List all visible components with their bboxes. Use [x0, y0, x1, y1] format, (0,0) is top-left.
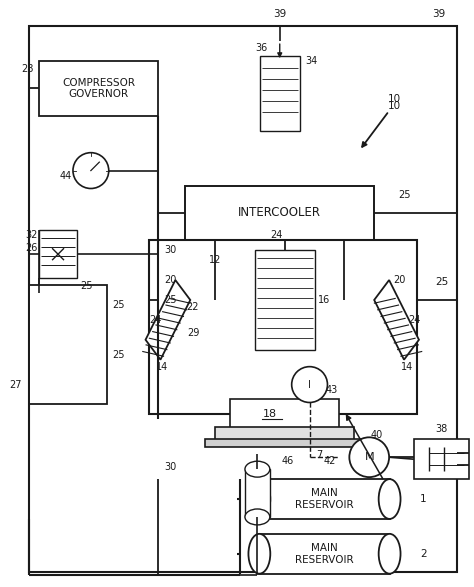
Text: 10: 10 — [388, 101, 401, 111]
Text: 1: 1 — [420, 494, 427, 504]
Text: 24: 24 — [149, 315, 162, 325]
Text: 20: 20 — [164, 275, 177, 285]
Text: MAIN
RESERVOIR: MAIN RESERVOIR — [295, 543, 354, 565]
Text: 42: 42 — [323, 456, 336, 466]
Text: 24: 24 — [408, 315, 420, 325]
Ellipse shape — [245, 461, 270, 477]
Text: 27: 27 — [9, 380, 21, 390]
Text: 29: 29 — [187, 328, 200, 338]
Text: MAIN
RESERVOIR: MAIN RESERVOIR — [295, 488, 354, 510]
Text: 43: 43 — [325, 384, 337, 394]
Bar — [185, 185, 374, 240]
Text: 36: 36 — [256, 43, 268, 53]
Text: 30: 30 — [164, 462, 176, 472]
Text: 25: 25 — [398, 190, 410, 200]
Text: 40: 40 — [371, 430, 383, 440]
Text: 28: 28 — [21, 64, 34, 74]
Text: 25: 25 — [112, 300, 125, 310]
Text: 22: 22 — [186, 302, 199, 312]
Bar — [39, 230, 77, 278]
Text: 16: 16 — [319, 295, 330, 305]
Text: 10: 10 — [388, 94, 401, 104]
Text: 32: 32 — [25, 230, 37, 240]
Text: 25: 25 — [435, 277, 448, 287]
Bar — [205, 439, 364, 447]
Text: 2: 2 — [420, 549, 427, 559]
Polygon shape — [146, 280, 190, 360]
Text: 25: 25 — [112, 350, 125, 360]
Text: 26: 26 — [25, 243, 37, 253]
Text: I: I — [308, 380, 311, 390]
Text: 34: 34 — [305, 56, 318, 66]
Circle shape — [349, 437, 389, 477]
Text: 7: 7 — [316, 450, 323, 460]
Ellipse shape — [245, 509, 270, 525]
Text: M: M — [365, 452, 374, 462]
Text: 30: 30 — [164, 245, 176, 255]
Text: 18: 18 — [263, 409, 277, 420]
Bar — [39, 61, 158, 116]
Ellipse shape — [248, 534, 270, 573]
Text: 39: 39 — [273, 9, 286, 19]
Text: 38: 38 — [435, 424, 447, 434]
Circle shape — [292, 367, 328, 403]
Bar — [259, 534, 390, 573]
Bar — [255, 250, 315, 350]
Ellipse shape — [379, 534, 401, 573]
Bar — [230, 400, 339, 429]
Bar — [259, 479, 390, 519]
Text: 14: 14 — [156, 362, 169, 372]
Bar — [148, 240, 417, 414]
Text: 14: 14 — [401, 362, 413, 372]
Circle shape — [73, 153, 109, 188]
Text: 25: 25 — [81, 281, 93, 291]
Ellipse shape — [379, 479, 401, 519]
Text: 20: 20 — [393, 275, 405, 285]
Text: 24: 24 — [271, 230, 283, 240]
Bar — [215, 427, 354, 442]
Text: 25: 25 — [164, 295, 177, 305]
Bar — [29, 285, 107, 404]
Bar — [414, 439, 469, 479]
Text: 12: 12 — [209, 255, 221, 265]
Text: COMPRESSOR
GOVERNOR: COMPRESSOR GOVERNOR — [62, 77, 135, 99]
Text: 46: 46 — [282, 456, 294, 466]
Polygon shape — [374, 280, 419, 360]
Text: 44: 44 — [60, 171, 72, 181]
Text: 39: 39 — [432, 9, 446, 19]
Bar — [260, 56, 300, 131]
Text: INTERCOOLER: INTERCOOLER — [238, 207, 321, 220]
Bar — [245, 469, 270, 517]
Ellipse shape — [248, 479, 270, 519]
